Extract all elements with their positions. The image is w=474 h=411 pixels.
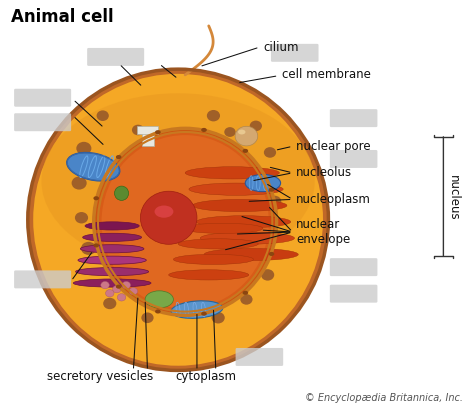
Ellipse shape — [269, 252, 274, 256]
Ellipse shape — [197, 216, 291, 228]
FancyBboxPatch shape — [330, 258, 377, 276]
Ellipse shape — [245, 175, 281, 192]
FancyBboxPatch shape — [142, 130, 154, 146]
Ellipse shape — [140, 191, 197, 244]
Ellipse shape — [240, 294, 253, 305]
Ellipse shape — [80, 245, 144, 253]
Ellipse shape — [101, 282, 109, 289]
FancyBboxPatch shape — [330, 285, 377, 302]
Ellipse shape — [76, 142, 91, 155]
Ellipse shape — [173, 254, 254, 265]
Ellipse shape — [115, 186, 128, 201]
Ellipse shape — [129, 288, 137, 295]
Text: nucleolus: nucleolus — [296, 166, 352, 179]
Ellipse shape — [81, 242, 96, 255]
Ellipse shape — [78, 256, 146, 264]
Text: © Encyclopædia Britannica, Inc.: © Encyclopædia Britannica, Inc. — [305, 393, 463, 404]
Ellipse shape — [103, 298, 117, 309]
Text: cell membrane: cell membrane — [282, 68, 371, 81]
Ellipse shape — [113, 286, 121, 293]
Text: nucleoplasm: nucleoplasm — [296, 193, 371, 206]
Ellipse shape — [106, 290, 114, 297]
Ellipse shape — [72, 176, 87, 189]
Ellipse shape — [27, 69, 329, 371]
Ellipse shape — [235, 126, 258, 146]
Ellipse shape — [132, 125, 144, 135]
Ellipse shape — [82, 233, 142, 241]
Ellipse shape — [185, 167, 279, 179]
FancyBboxPatch shape — [330, 109, 377, 127]
FancyBboxPatch shape — [14, 113, 71, 131]
FancyBboxPatch shape — [14, 270, 71, 289]
Ellipse shape — [238, 129, 246, 134]
FancyBboxPatch shape — [137, 126, 158, 134]
Ellipse shape — [93, 243, 99, 247]
FancyBboxPatch shape — [14, 89, 71, 107]
Ellipse shape — [155, 309, 161, 314]
Text: nucleus: nucleus — [447, 175, 460, 220]
Ellipse shape — [169, 270, 249, 280]
Ellipse shape — [73, 279, 151, 287]
Ellipse shape — [207, 110, 220, 121]
Ellipse shape — [243, 291, 248, 295]
Ellipse shape — [269, 188, 274, 192]
FancyBboxPatch shape — [330, 150, 377, 168]
Ellipse shape — [268, 196, 281, 207]
Ellipse shape — [224, 127, 236, 137]
Ellipse shape — [204, 248, 298, 261]
Ellipse shape — [261, 269, 274, 281]
Ellipse shape — [250, 120, 262, 131]
Ellipse shape — [85, 222, 139, 230]
Ellipse shape — [201, 128, 207, 132]
Text: cilium: cilium — [263, 41, 299, 53]
FancyBboxPatch shape — [236, 348, 283, 366]
Ellipse shape — [117, 294, 126, 301]
Ellipse shape — [145, 291, 173, 308]
Text: secretory vesicles: secretory vesicles — [47, 370, 154, 383]
FancyBboxPatch shape — [87, 48, 144, 66]
Ellipse shape — [200, 232, 294, 244]
Ellipse shape — [178, 239, 258, 249]
Text: cytoplasm: cytoplasm — [176, 370, 237, 383]
Ellipse shape — [41, 93, 315, 269]
Ellipse shape — [97, 111, 109, 121]
Ellipse shape — [193, 199, 287, 212]
Ellipse shape — [264, 147, 276, 158]
Ellipse shape — [141, 312, 154, 323]
Ellipse shape — [116, 284, 121, 289]
Ellipse shape — [97, 131, 273, 313]
Ellipse shape — [171, 301, 223, 319]
Ellipse shape — [75, 212, 88, 224]
Ellipse shape — [243, 149, 248, 153]
Ellipse shape — [201, 312, 207, 316]
Ellipse shape — [189, 183, 283, 195]
Text: nuclear pore: nuclear pore — [296, 140, 371, 153]
Ellipse shape — [183, 223, 263, 233]
Text: nuclear
envelope: nuclear envelope — [296, 218, 350, 246]
Ellipse shape — [93, 128, 277, 316]
FancyBboxPatch shape — [271, 44, 319, 62]
Ellipse shape — [76, 268, 149, 276]
Ellipse shape — [122, 282, 130, 289]
Text: Animal cell: Animal cell — [11, 7, 113, 25]
Ellipse shape — [264, 233, 276, 243]
Ellipse shape — [211, 312, 225, 323]
Ellipse shape — [116, 155, 121, 159]
Ellipse shape — [33, 74, 323, 366]
Ellipse shape — [93, 196, 99, 200]
Ellipse shape — [101, 135, 269, 309]
Ellipse shape — [155, 206, 173, 218]
Ellipse shape — [67, 152, 120, 181]
Ellipse shape — [155, 130, 161, 134]
